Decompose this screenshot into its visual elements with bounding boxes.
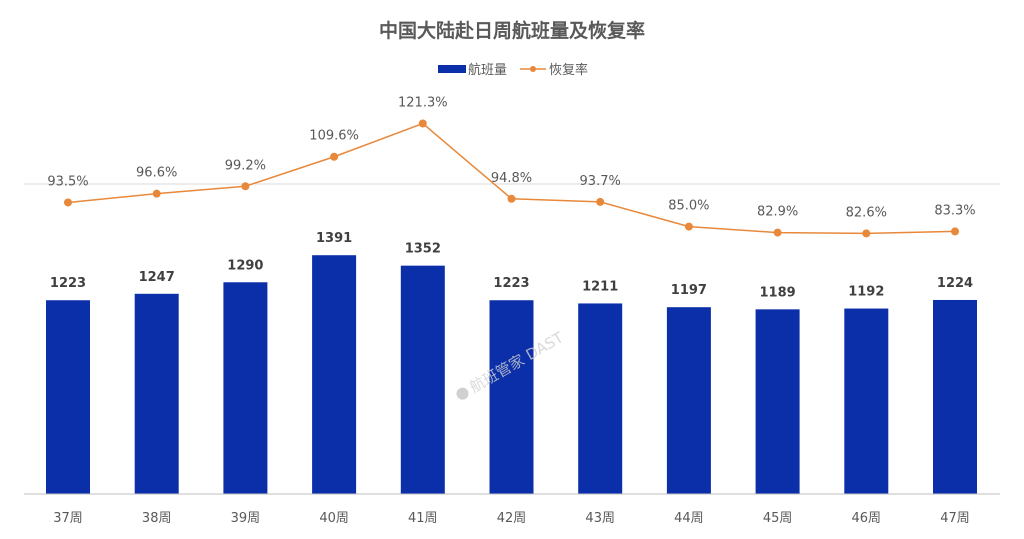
line-label: 82.9% xyxy=(757,205,798,220)
line-label: 99.2% xyxy=(225,158,266,173)
legend-line-marker xyxy=(530,66,536,72)
line-point xyxy=(241,182,250,191)
category-label: 39周 xyxy=(231,511,261,526)
line-point xyxy=(418,119,427,128)
bar-label: 1224 xyxy=(937,276,973,291)
bar xyxy=(755,309,800,494)
line-label: 121.3% xyxy=(398,96,448,111)
category-label: 41周 xyxy=(408,511,438,526)
bar-label: 1223 xyxy=(493,276,529,291)
bar-label: 1223 xyxy=(50,276,86,291)
bar-label: 1192 xyxy=(848,285,884,300)
category-label: 43周 xyxy=(585,511,615,526)
bar-label: 1352 xyxy=(405,242,441,257)
legend: 航班量 恢复率 xyxy=(438,62,588,78)
legend-bar-label: 航班量 xyxy=(468,62,507,78)
bar xyxy=(844,308,889,494)
legend-line-label: 恢复率 xyxy=(549,62,588,78)
bar xyxy=(666,307,711,494)
bar-label: 1211 xyxy=(582,279,618,294)
category-label: 38周 xyxy=(142,511,172,526)
category-label: 46周 xyxy=(852,511,882,526)
bar xyxy=(400,265,445,494)
bar xyxy=(134,293,179,494)
line-label: 93.5% xyxy=(47,174,88,189)
chart-title: 中国大陆赴日周航班量及恢复率 xyxy=(379,19,645,42)
category-label: 47周 xyxy=(940,511,970,526)
line-label: 82.6% xyxy=(846,205,887,220)
line-point xyxy=(951,227,959,236)
line-label: 109.6% xyxy=(309,129,359,144)
category-label: 37周 xyxy=(53,511,83,526)
category-label: 45周 xyxy=(763,511,793,526)
bar-label: 1197 xyxy=(671,283,707,298)
line-point xyxy=(152,189,161,198)
line-label: 93.7% xyxy=(580,174,621,189)
bar xyxy=(489,300,534,494)
bar xyxy=(312,255,357,494)
bar-label: 1391 xyxy=(316,231,352,246)
bar xyxy=(933,299,977,494)
bar-label: 1290 xyxy=(227,258,263,273)
line-point xyxy=(64,198,72,207)
line-point xyxy=(330,152,339,161)
line-point xyxy=(507,194,516,203)
bar xyxy=(46,300,90,494)
bar xyxy=(223,282,268,494)
legend-bar-swatch xyxy=(438,65,466,73)
line-label: 94.8% xyxy=(491,171,532,186)
bar-label: 1247 xyxy=(139,270,175,285)
watermark-logo-icon xyxy=(456,387,469,400)
line-point xyxy=(862,229,871,238)
bar xyxy=(578,303,623,494)
category-label: 42周 xyxy=(497,511,527,526)
line-label: 83.3% xyxy=(934,203,975,218)
category-label: 44周 xyxy=(674,511,704,526)
category-label: 40周 xyxy=(319,511,349,526)
line-label: 96.6% xyxy=(136,166,177,181)
line-point xyxy=(773,228,782,237)
line-label: 85.0% xyxy=(668,199,709,214)
line-point xyxy=(684,222,693,231)
line-point xyxy=(596,197,605,206)
bar-label: 1189 xyxy=(760,285,796,300)
